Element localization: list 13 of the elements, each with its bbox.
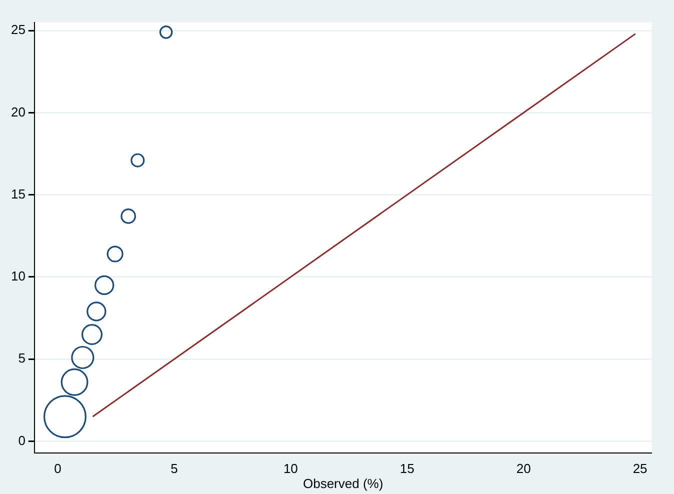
y-tick-label: 25 bbox=[10, 22, 26, 38]
x-tick-label: 15 bbox=[400, 461, 414, 476]
x-tick-label: 0 bbox=[54, 461, 62, 476]
y-tick-label: 20 bbox=[10, 104, 26, 120]
y-tick-label: 10 bbox=[10, 268, 26, 284]
x-tick-label: 20 bbox=[516, 461, 531, 476]
x-tick-label: 5 bbox=[170, 461, 178, 476]
x-tick-label: 10 bbox=[283, 461, 298, 476]
y-tick-label: 5 bbox=[18, 350, 26, 366]
y-tick-label: 0 bbox=[18, 432, 26, 448]
y-tick-label: 15 bbox=[10, 186, 26, 202]
x-axis-title: Observed (%) bbox=[302, 476, 384, 491]
x-tick-label: 25 bbox=[632, 461, 648, 476]
